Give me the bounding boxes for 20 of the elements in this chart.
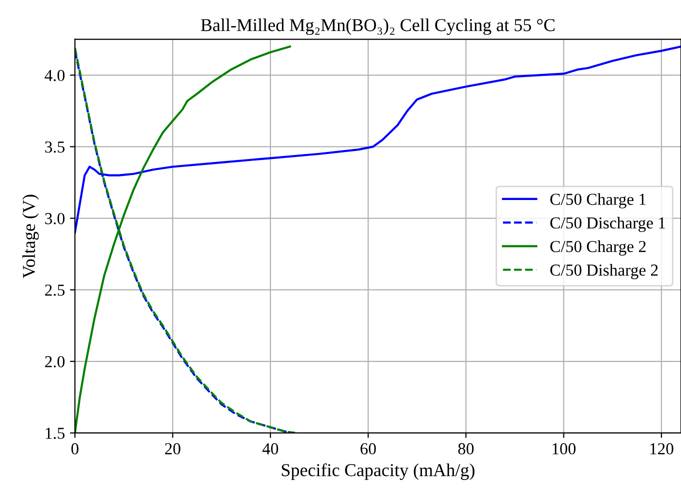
legend-label: C/50 Charge 2 xyxy=(550,240,646,256)
y-tick-label: 1.5 xyxy=(46,428,65,439)
x-tick-label: 120 xyxy=(650,443,674,454)
x-tick-label: 100 xyxy=(552,443,576,454)
legend-label: C/50 Disharge 2 xyxy=(550,264,658,280)
x-tick-label: 40 xyxy=(262,443,278,454)
chart-title: Ball-Milled Mg₂Mn(BO₃)₂ Cell Cycling at 55 °C xyxy=(200,18,555,35)
legend-label: C/50 Charge 1 xyxy=(550,193,646,208)
legend-label: C/50 Discharge 1 xyxy=(550,216,665,232)
y-tick-label: 2.5 xyxy=(45,284,65,296)
x-tick-label: 20 xyxy=(165,443,180,454)
y-tick-label: 3.0 xyxy=(45,212,65,224)
y-tick-label: 4.0 xyxy=(44,70,65,82)
y-tick-label: 3.5 xyxy=(45,141,65,153)
y-tick-label: 2.0 xyxy=(45,356,65,368)
x-tick-label: 0 xyxy=(71,443,78,454)
x-tick-label: 60 xyxy=(360,443,376,454)
y-axis-title: Voltage (V) xyxy=(22,194,39,278)
x-tick-label: 80 xyxy=(458,443,474,454)
x-axis-title: Specific Capacity (mAh/g) xyxy=(282,463,474,480)
